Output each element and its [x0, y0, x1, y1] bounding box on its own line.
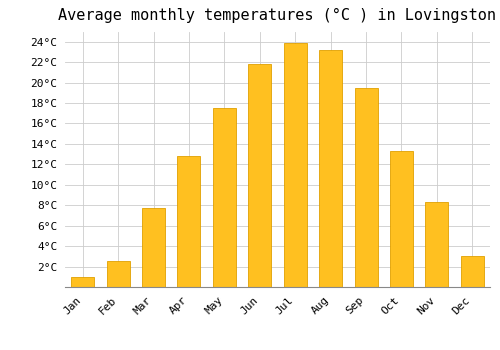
- Bar: [213, 108, 236, 287]
- Bar: [106, 261, 130, 287]
- Bar: [284, 43, 306, 287]
- Bar: [390, 151, 413, 287]
- Bar: [248, 64, 272, 287]
- Bar: [426, 202, 448, 287]
- Bar: [71, 277, 94, 287]
- Bar: [178, 156, 201, 287]
- Title: Average monthly temperatures (°C ) in Lovingston: Average monthly temperatures (°C ) in Lo…: [58, 8, 496, 23]
- Bar: [354, 88, 378, 287]
- Bar: [142, 208, 165, 287]
- Bar: [319, 50, 342, 287]
- Bar: [461, 256, 484, 287]
